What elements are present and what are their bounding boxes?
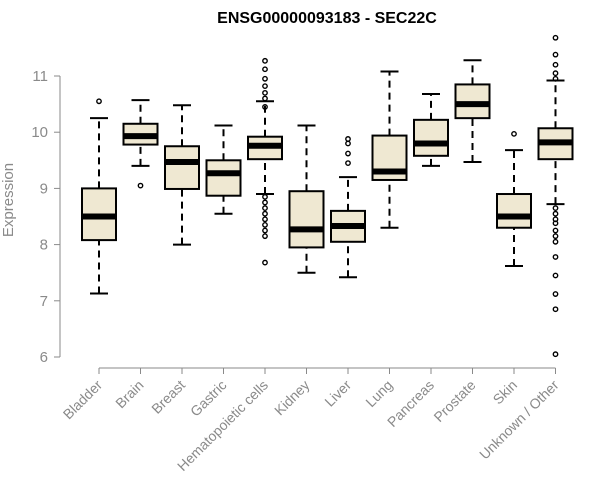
box-group <box>164 104 200 246</box>
outlier-point <box>511 130 517 137</box>
outlier-point <box>262 66 268 73</box>
outlier-point <box>552 254 559 260</box>
outlier-point <box>552 220 559 227</box>
box-group <box>122 99 159 189</box>
box-group <box>454 59 491 163</box>
outlier-point <box>552 75 559 82</box>
x-tick-label: Skin <box>490 377 521 408</box>
y-tick-label: 9 <box>40 180 48 197</box>
x-tick-label: Breast <box>148 377 188 417</box>
outlier-point <box>552 210 559 217</box>
y-tick-label: 6 <box>40 349 48 366</box>
box-group <box>205 124 242 215</box>
outlier-point <box>552 351 559 358</box>
outlier-point <box>262 222 268 228</box>
outlier-point <box>552 70 559 77</box>
iqr-box <box>496 193 532 229</box>
outlier-point <box>262 216 268 223</box>
outlier-point <box>345 136 351 142</box>
outlier-point <box>345 140 351 147</box>
iqr-box <box>205 159 242 197</box>
outlier-point <box>262 193 268 200</box>
y-tick-label: 10 <box>31 124 48 141</box>
box-group <box>288 124 325 274</box>
box-group <box>413 92 449 167</box>
outlier-point <box>552 291 559 297</box>
outlier-point <box>262 205 268 211</box>
x-tick-label: Bladder <box>60 377 106 423</box>
outlier-point <box>262 95 268 102</box>
x-tick-label: Kidney <box>271 377 313 419</box>
chart-title: ENSG00000093183 - SEC22C <box>217 10 437 27</box>
outlier-point <box>262 210 268 217</box>
y-axis: 6 7 8 9 10 11 <box>31 68 61 366</box>
box-group <box>81 98 117 295</box>
y-tick-label: 8 <box>40 237 48 254</box>
outlier-point <box>262 259 268 266</box>
outlier-point <box>345 160 351 167</box>
y-tick-label: 11 <box>32 68 48 85</box>
outlier-point <box>262 199 268 206</box>
iqr-box <box>413 118 449 157</box>
outlier-point <box>262 233 268 240</box>
y-tick-label: 7 <box>40 293 48 310</box>
plot-area <box>81 34 574 358</box>
outlier-point <box>262 75 268 82</box>
outlier-point <box>552 306 559 313</box>
outlier-point <box>262 89 268 96</box>
outlier-point <box>552 34 559 41</box>
outlier-point <box>552 51 559 58</box>
x-tick-label: Lung <box>362 377 395 410</box>
outlier-point <box>345 150 351 157</box>
outlier-point <box>96 98 102 105</box>
x-tick-label: Brain <box>112 377 146 411</box>
box-group <box>537 34 574 358</box>
box-group <box>330 136 366 279</box>
outlier-point <box>262 104 268 110</box>
iqr-box <box>288 190 325 249</box>
outlier-point <box>262 227 268 234</box>
outlier-point <box>552 205 559 211</box>
box-group <box>247 57 283 266</box>
box-group <box>496 130 532 267</box>
box-group <box>371 70 408 229</box>
x-tick-label: Unknown / Other <box>476 377 562 463</box>
x-tick-label: Prostate <box>430 377 478 425</box>
x-tick-label: Liver <box>321 377 354 410</box>
outlier-point <box>552 233 559 240</box>
outlier-point <box>552 61 559 68</box>
outlier-point <box>552 227 559 234</box>
outlier-point <box>262 57 268 64</box>
outlier-point <box>552 238 559 245</box>
outlier-point <box>137 182 144 189</box>
outlier-point <box>552 272 559 279</box>
y-axis-label: Expression <box>0 163 17 237</box>
outlier-point <box>262 83 268 90</box>
iqr-box <box>164 145 200 190</box>
